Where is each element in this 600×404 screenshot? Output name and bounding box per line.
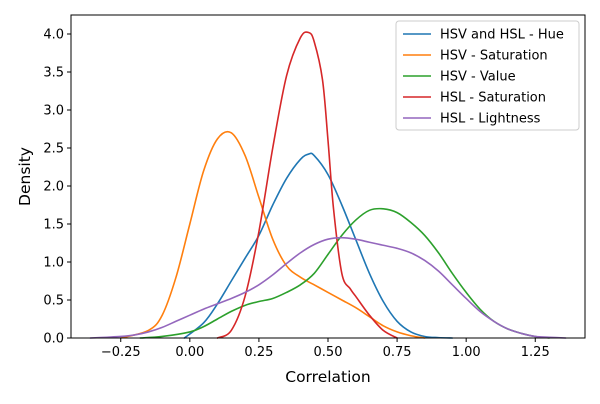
x-tick-label: 1.25	[521, 345, 550, 360]
x-tick-label: −0.25	[101, 345, 141, 360]
x-axis: −0.25 0.00 0.25 0.50 0.75 1.00 1.25	[101, 338, 550, 360]
x-tick-label: 1.00	[452, 345, 481, 360]
x-tick-label: 0.25	[244, 345, 273, 360]
legend-label-4: HSL - Lightness	[440, 112, 541, 127]
legend-label-2: HSV - Value	[440, 70, 516, 85]
series-line-0	[183, 152, 454, 339]
y-axis-label: Density	[16, 147, 34, 206]
y-tick-label: 1.5	[43, 218, 64, 233]
series-line-4	[89, 236, 567, 339]
x-tick-label: 0.75	[383, 345, 412, 360]
series-line-3	[216, 31, 398, 339]
y-tick-label: 2.5	[43, 142, 64, 157]
x-tick-label: 0.00	[175, 345, 204, 360]
y-tick-label: 2.0	[43, 180, 64, 195]
y-tick-label: 1.0	[43, 256, 64, 271]
series-line-1	[119, 130, 426, 339]
legend-label-0: HSV and HSL - Hue	[440, 28, 564, 43]
y-tick-label: 4.0	[43, 28, 64, 43]
legend-label-1: HSV - Saturation	[440, 49, 548, 64]
y-axis: 0.0 0.5 1.0 1.5 2.0 2.5 3.0 3.5 4.0	[43, 28, 71, 347]
legend-label-3: HSL - Saturation	[440, 91, 546, 106]
series-line-2	[139, 207, 550, 339]
y-tick-label: 0.5	[43, 294, 64, 309]
y-tick-label: 0.0	[43, 332, 64, 347]
x-axis-label: Correlation	[285, 368, 370, 386]
curves-layer	[89, 31, 567, 339]
legend-box	[395, 20, 580, 131]
legend: HSV and HSL - Hue HSV - Saturation HSV - V…	[395, 20, 580, 131]
y-tick-label: 3.0	[43, 104, 64, 119]
x-tick-label: 0.50	[314, 345, 343, 360]
y-tick-label: 3.5	[43, 66, 64, 81]
